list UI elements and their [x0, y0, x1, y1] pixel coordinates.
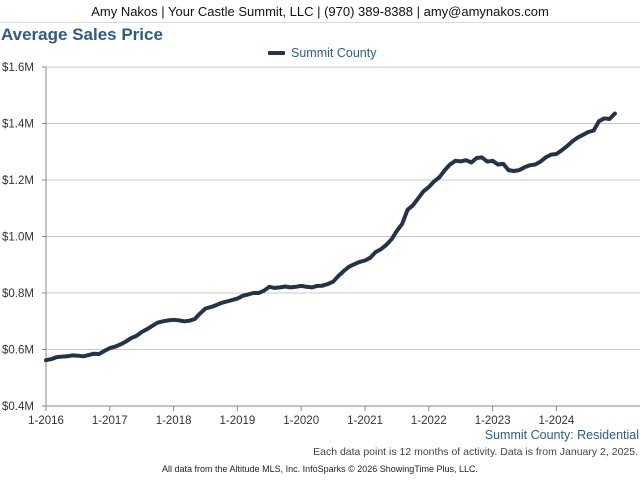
x-tick-label: 1-2023 — [475, 415, 511, 427]
footer-attribution: All data from the Altitude MLS, Inc. Inf… — [162, 464, 478, 474]
x-tick-label: 1-2020 — [283, 415, 319, 427]
x-tick-label: 1-2017 — [92, 415, 128, 427]
chart-title: Average Sales Price — [1, 25, 163, 44]
y-tick-label: $0.4M — [2, 401, 34, 413]
x-tick-label: 1-2022 — [411, 415, 447, 427]
x-tick-label: 1-2018 — [156, 415, 192, 427]
x-tick-label: 1-2016 — [28, 415, 64, 427]
chart-legend[interactable]: Summit County — [268, 46, 376, 60]
data-note: Each data point is 12 months of activity… — [313, 446, 638, 458]
axes — [42, 66, 640, 411]
series-line-summit-county — [44, 111, 617, 363]
y-tick-label: $0.6M — [2, 345, 34, 357]
tick-labels: $0.4M $0.6M $0.8M $1.0M $1.2M $1.4M $1.6M 1-201… — [2, 62, 575, 427]
legend-label: Summit County — [291, 46, 377, 60]
chart-subtitle: Summit County: Residential — [484, 428, 639, 442]
y-tick-label: $1.0M — [2, 232, 34, 244]
x-tick-label: 1-2019 — [219, 415, 255, 427]
y-tick-label: $1.4M — [2, 119, 34, 131]
series-lines — [44, 111, 617, 363]
legend-swatch — [268, 51, 285, 55]
contact-line: Amy Nakos | Your Castle Summit, LLC | (9… — [91, 3, 549, 19]
y-tick-label: $1.2M — [2, 175, 34, 187]
x-tick-label: 1-2024 — [538, 415, 574, 427]
y-tick-label: $1.6M — [2, 62, 34, 74]
x-tick-label: 1-2021 — [347, 415, 383, 427]
y-tick-label: $0.8M — [2, 288, 34, 300]
header-bar: Amy Nakos | Your Castle Summit, LLC | (9… — [0, 0, 640, 23]
grid-lines — [46, 66, 640, 350]
